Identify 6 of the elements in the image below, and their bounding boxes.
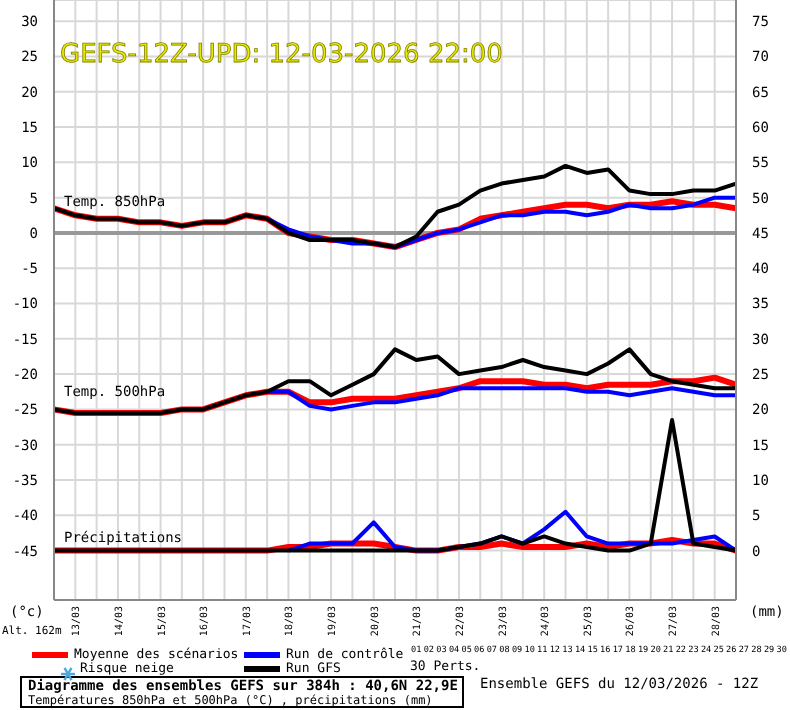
text: GEFS-12Z-UPD: 12-03-2026 22:00	[60, 40, 503, 70]
line-series	[54, 347, 736, 415]
line-series	[54, 163, 736, 250]
line-series	[54, 418, 736, 553]
line-series	[265, 386, 736, 412]
line-series	[265, 195, 736, 250]
